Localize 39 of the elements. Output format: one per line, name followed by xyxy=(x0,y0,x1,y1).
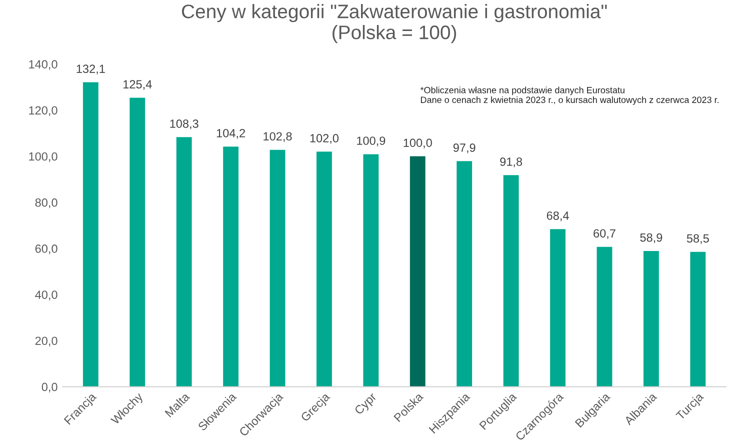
bar xyxy=(503,175,519,387)
bar xyxy=(270,150,286,387)
data-label: 58,9 xyxy=(640,233,662,244)
bar xyxy=(316,152,332,387)
y-tick-label: 100,0 xyxy=(29,152,58,162)
bar xyxy=(644,251,659,387)
data-label: 58,5 xyxy=(686,234,709,244)
bar xyxy=(82,82,98,387)
x-tick-label: Cypr xyxy=(354,392,379,417)
y-tick-label: 80,0 xyxy=(35,198,58,208)
bar xyxy=(410,156,426,387)
bar xyxy=(456,161,472,387)
data-label: 102,8 xyxy=(264,132,292,142)
data-label: 108,3 xyxy=(170,120,198,130)
data-label: 102,0 xyxy=(310,134,339,144)
y-tick-label: 0,0 xyxy=(42,382,58,393)
data-label: 132,1 xyxy=(76,64,105,74)
bar xyxy=(550,229,566,387)
y-tick-label: 40,0 xyxy=(35,290,58,300)
annotation: *Obliczenia własne na podstawie danych Eurostatu Dane o cenach z kwietnia 2023 r., o kursach walutowych z czerwca 2023 r. xyxy=(420,86,719,105)
data-label: 60,7 xyxy=(594,229,616,239)
bar xyxy=(176,137,192,387)
y-tick-label: 20,0 xyxy=(35,336,58,346)
data-label: 68,4 xyxy=(546,211,569,222)
bar xyxy=(363,154,379,387)
bar xyxy=(690,252,706,387)
chart-title: Ceny w kategorii "Zakwaterowanie i gastronomia" (Polska = 100) xyxy=(182,4,607,44)
bar xyxy=(596,246,612,387)
data-label: 100,0 xyxy=(404,138,432,148)
data-label: 104,2 xyxy=(216,128,245,139)
y-tick-label: 140,0 xyxy=(29,60,58,70)
data-label: 91,8 xyxy=(500,158,522,168)
bar xyxy=(223,146,239,387)
y-tick-label: 60,0 xyxy=(35,244,58,254)
bar xyxy=(130,98,146,387)
y-tick-label: 120,0 xyxy=(29,106,58,116)
data-label: 100,9 xyxy=(357,136,386,146)
data-label: 97,9 xyxy=(453,143,476,154)
data-label: 125,4 xyxy=(124,80,152,90)
